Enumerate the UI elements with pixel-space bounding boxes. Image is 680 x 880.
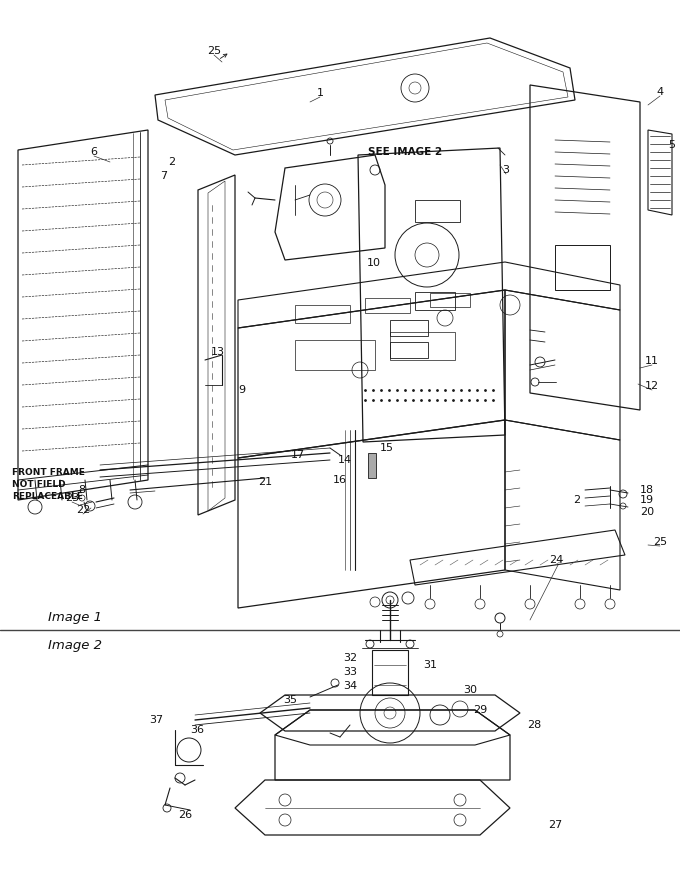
Text: 27: 27 [548, 820, 562, 830]
Text: 5: 5 [668, 140, 675, 150]
Text: 12: 12 [645, 381, 659, 391]
Bar [415, 292, 455, 310]
Text: 22: 22 [76, 505, 90, 515]
Text: 35: 35 [283, 695, 297, 705]
Text: 37: 37 [149, 715, 163, 725]
Bar [555, 245, 610, 290]
Text: SEE IMAGE 2: SEE IMAGE 2 [368, 147, 442, 157]
Text: 26: 26 [178, 810, 192, 820]
Bar [390, 332, 455, 360]
Text: 21: 21 [258, 477, 272, 487]
Text: 25: 25 [207, 46, 221, 56]
Text: 14: 14 [338, 455, 352, 465]
Text: 10: 10 [367, 258, 381, 268]
Text: 16: 16 [333, 475, 347, 485]
Text: 36: 36 [190, 725, 204, 735]
Text: FRONT FRAME
NOT FIELD
REPLACEABLE: FRONT FRAME NOT FIELD REPLACEABLE [12, 468, 85, 501]
Text: Image 2: Image 2 [48, 639, 102, 651]
Bar [368, 453, 376, 478]
Text: 19: 19 [640, 495, 654, 505]
Text: 6: 6 [90, 147, 97, 157]
Text: 1: 1 [316, 88, 324, 98]
Text: 3: 3 [503, 165, 509, 175]
Text: 34: 34 [343, 681, 357, 691]
Text: 2: 2 [169, 157, 175, 167]
Text: 4: 4 [656, 87, 664, 97]
Text: 25: 25 [653, 537, 667, 547]
Text: 2: 2 [573, 495, 581, 505]
Text: 17: 17 [291, 450, 305, 460]
Text: 15: 15 [380, 443, 394, 453]
Bar [415, 200, 460, 222]
Bar [390, 342, 428, 358]
Text: 32: 32 [343, 653, 357, 663]
Bar [365, 298, 410, 313]
Text: 29: 29 [473, 705, 487, 715]
Text: 30: 30 [463, 685, 477, 695]
Text: 13: 13 [211, 347, 225, 357]
Text: 23: 23 [65, 493, 79, 503]
Text: 9: 9 [239, 385, 245, 395]
Text: 33: 33 [343, 667, 357, 677]
Text: 24: 24 [549, 555, 563, 565]
Text: 20: 20 [640, 507, 654, 517]
Text: 18: 18 [640, 485, 654, 495]
Bar [430, 293, 470, 307]
Text: 31: 31 [423, 660, 437, 670]
Text: 7: 7 [160, 171, 167, 181]
Text: 8: 8 [78, 485, 86, 495]
Text: Image 1: Image 1 [48, 612, 102, 625]
Bar [390, 320, 428, 336]
Text: 11: 11 [645, 356, 659, 366]
Bar [295, 340, 375, 370]
Bar [295, 305, 350, 323]
Text: 28: 28 [527, 720, 541, 730]
